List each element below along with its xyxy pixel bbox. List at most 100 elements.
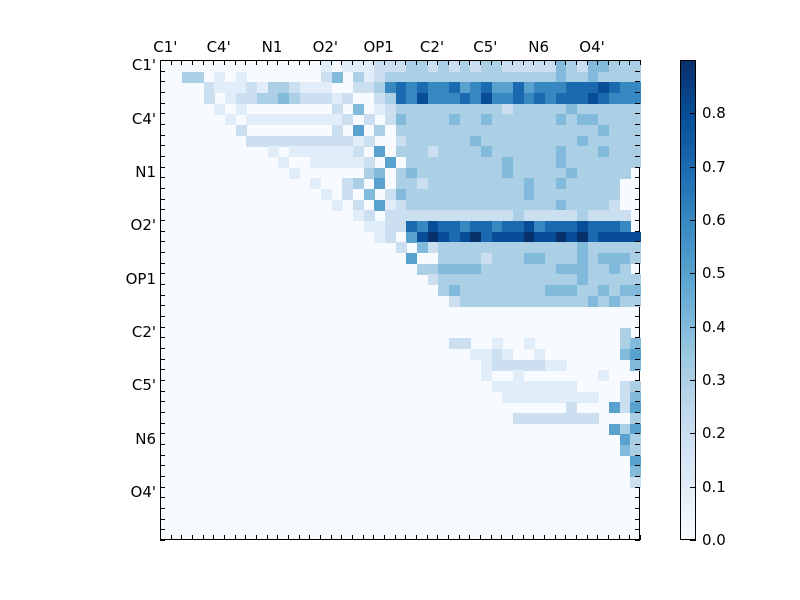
heatmap-cell bbox=[491, 338, 503, 350]
heatmap-cell bbox=[481, 231, 492, 243]
heatmap-cell bbox=[545, 189, 556, 200]
heatmap-cell bbox=[491, 167, 503, 179]
heatmap-cell bbox=[534, 93, 546, 104]
heatmap-cell bbox=[481, 135, 492, 147]
heatmap-cell bbox=[566, 135, 578, 147]
heatmap-cell bbox=[417, 71, 428, 83]
y-tick-mark bbox=[160, 454, 165, 456]
x-tick-mark bbox=[394, 535, 396, 540]
heatmap-cell bbox=[630, 146, 642, 158]
heatmap-cell bbox=[225, 114, 236, 126]
heatmap-cell bbox=[523, 391, 535, 403]
y-tick-mark bbox=[160, 156, 165, 157]
heatmap-cell bbox=[246, 82, 258, 94]
heatmap-cell bbox=[587, 274, 599, 286]
y-tick-mark bbox=[635, 486, 640, 488]
x-tick-mark bbox=[576, 60, 577, 65]
x-tick-label: C1' bbox=[153, 38, 178, 56]
colorbar-tick-label: 0.1 bbox=[702, 477, 726, 496]
x-tick-mark bbox=[224, 535, 225, 540]
heatmap-cell bbox=[502, 391, 514, 403]
heatmap-cell bbox=[438, 135, 450, 147]
y-tick-mark bbox=[635, 326, 640, 328]
heatmap-cell bbox=[214, 82, 226, 94]
heatmap-cell bbox=[587, 167, 599, 179]
y-tick-mark bbox=[635, 102, 640, 104]
heatmap-cell bbox=[513, 210, 524, 222]
heatmap-cell bbox=[523, 285, 535, 296]
heatmap-cell bbox=[598, 189, 610, 200]
heatmap-cell bbox=[513, 285, 524, 296]
heatmap-cell bbox=[417, 135, 428, 147]
heatmap-cell bbox=[619, 210, 631, 222]
heatmap-cell bbox=[481, 103, 492, 115]
y-tick-mark bbox=[635, 209, 640, 211]
heatmap-cell bbox=[406, 210, 418, 222]
heatmap-cell bbox=[438, 61, 450, 72]
heatmap-cell bbox=[459, 338, 471, 350]
heatmap-cell bbox=[491, 263, 503, 275]
heatmap-cell bbox=[481, 157, 492, 168]
heatmap-cell bbox=[459, 295, 471, 307]
heatmap-cell bbox=[438, 263, 450, 275]
heatmap-cell bbox=[406, 125, 418, 136]
heatmap-cell bbox=[630, 103, 642, 115]
heatmap-cell bbox=[385, 157, 396, 168]
heatmap-cell bbox=[534, 135, 546, 147]
heatmap-cell bbox=[545, 199, 556, 211]
y-tick-mark bbox=[635, 518, 640, 520]
heatmap-cell bbox=[619, 263, 631, 275]
heatmap-cell bbox=[609, 189, 620, 200]
x-tick-mark bbox=[469, 60, 471, 65]
heatmap-cell bbox=[545, 210, 556, 222]
heatmap-cell bbox=[417, 231, 428, 243]
heatmap-cell bbox=[609, 423, 620, 435]
y-tick-mark bbox=[160, 241, 165, 243]
heatmap-cell bbox=[449, 167, 460, 179]
heatmap-cell bbox=[609, 61, 620, 72]
heatmap-cell bbox=[449, 61, 460, 72]
heatmap-cell bbox=[534, 359, 546, 371]
y-tick-mark bbox=[160, 433, 165, 435]
y-tick-mark bbox=[635, 252, 640, 253]
heatmap-cell bbox=[513, 146, 524, 158]
x-tick-mark bbox=[501, 535, 503, 540]
y-tick-mark bbox=[160, 369, 165, 371]
heatmap-cell bbox=[502, 167, 514, 179]
x-tick-mark bbox=[192, 535, 193, 540]
heatmap-cell bbox=[619, 82, 631, 94]
y-tick-mark bbox=[160, 220, 165, 221]
y-tick-mark bbox=[160, 401, 165, 403]
heatmap-cell bbox=[438, 82, 450, 94]
heatmap-cell bbox=[630, 349, 642, 360]
heatmap-cell bbox=[481, 242, 492, 254]
heatmap-cell bbox=[577, 125, 588, 136]
heatmap-cell bbox=[470, 231, 482, 243]
heatmap-cell bbox=[438, 210, 450, 222]
heatmap-cell bbox=[235, 82, 247, 94]
heatmap-cell bbox=[321, 93, 332, 104]
heatmap-cell bbox=[427, 157, 439, 168]
y-tick-mark bbox=[160, 348, 165, 349]
y-tick-mark bbox=[635, 177, 640, 179]
heatmap-cell bbox=[299, 82, 311, 94]
heatmap-cell bbox=[609, 125, 620, 136]
heatmap-cell bbox=[545, 253, 556, 264]
heatmap-cell bbox=[449, 71, 460, 83]
heatmap-cell bbox=[406, 135, 418, 147]
heatmap-cell bbox=[395, 221, 407, 232]
heatmap-cell bbox=[545, 178, 556, 190]
x-tick-mark bbox=[480, 535, 481, 540]
heatmap-cell bbox=[353, 157, 364, 168]
heatmap-cell bbox=[566, 253, 578, 264]
heatmap-cell bbox=[619, 157, 631, 168]
x-tick-mark bbox=[469, 535, 471, 540]
y-tick-mark bbox=[635, 273, 640, 275]
heatmap-cell bbox=[630, 93, 642, 104]
heatmap-cell bbox=[289, 114, 300, 126]
heatmap-cell bbox=[577, 295, 588, 307]
y-tick-mark bbox=[635, 188, 640, 189]
heatmap-cell bbox=[321, 71, 332, 83]
colorbar-tick-mark bbox=[690, 486, 696, 488]
heatmap-cell bbox=[353, 103, 364, 115]
